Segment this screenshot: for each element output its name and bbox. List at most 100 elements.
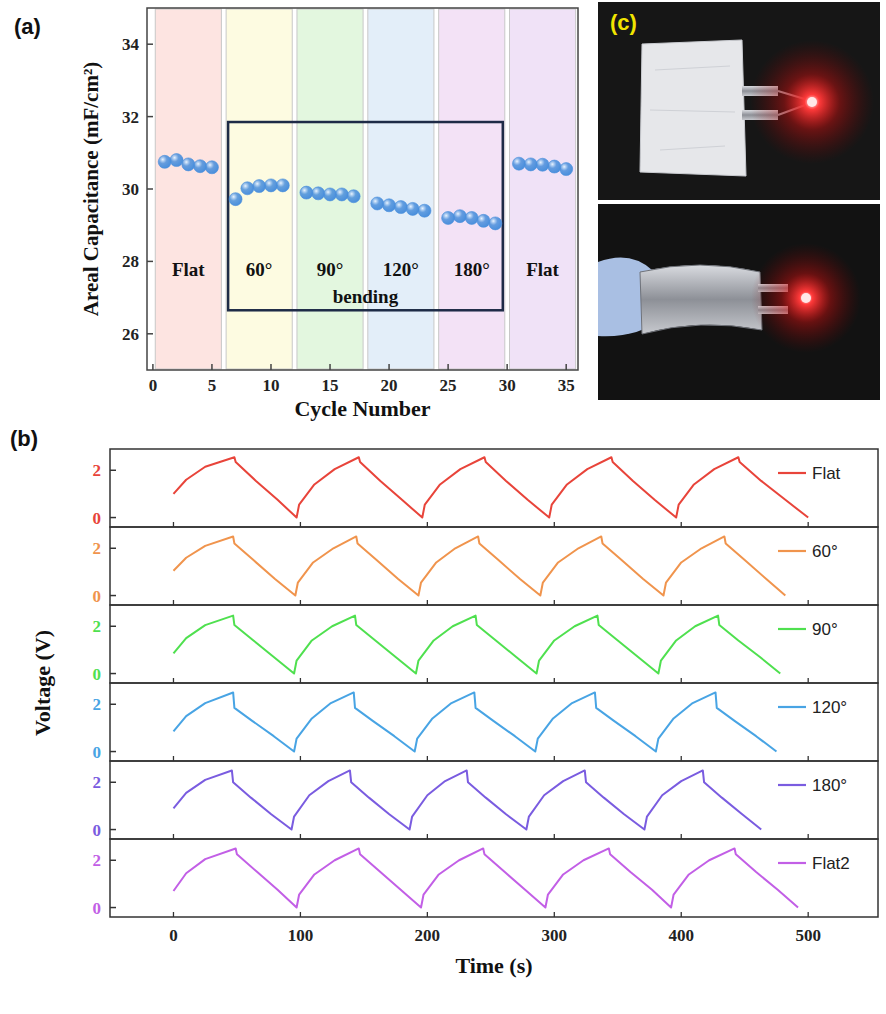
line-group	[173, 616, 780, 674]
y-tick-label: 0	[93, 665, 102, 684]
y-tick-label: 26	[122, 325, 139, 344]
legend-swatch	[778, 550, 806, 552]
data-point	[276, 179, 289, 192]
y-tick	[147, 261, 153, 263]
y-tick-label: 2	[93, 851, 102, 870]
condition-label: Flat	[526, 259, 559, 280]
y-tick	[110, 829, 116, 831]
y-tick-label: 34	[122, 35, 140, 54]
x-tick	[173, 912, 174, 917]
y-tick	[110, 704, 116, 706]
data-point	[312, 187, 325, 200]
annotation: bending	[333, 286, 399, 307]
data-point	[264, 179, 277, 192]
panel-letter: (a)	[14, 14, 41, 39]
y-tick	[147, 116, 153, 118]
data-point	[158, 155, 171, 168]
y-tick	[147, 43, 153, 45]
subplot-frame	[110, 683, 878, 761]
y-tick	[110, 907, 116, 909]
x-tick-label: 400	[668, 926, 694, 945]
y-tick	[110, 751, 116, 753]
data-point	[512, 157, 525, 170]
y-tick-label: 30	[122, 180, 139, 199]
x-tick-label: 5	[208, 376, 217, 395]
data-point	[324, 188, 337, 201]
y-tick-label: 0	[93, 509, 102, 528]
y-tick	[110, 595, 116, 597]
y-tick-label: 2	[93, 695, 102, 714]
data-point	[182, 158, 195, 171]
data-point	[406, 202, 419, 215]
data-point	[371, 197, 384, 210]
panel-b: 02Flat0260°0290°02120°02180°02Flat201002…	[10, 426, 878, 978]
x-tick	[447, 364, 449, 370]
x-tick-label: 20	[381, 376, 398, 395]
x-tick-label: 100	[288, 926, 314, 945]
x-tick	[554, 912, 555, 917]
condition-band	[439, 9, 505, 369]
line-group	[173, 770, 761, 829]
condition-label: 120°	[383, 259, 419, 280]
data-point	[465, 211, 478, 224]
x-tick	[506, 364, 508, 370]
y-tick	[110, 548, 116, 550]
condition-band	[368, 9, 434, 369]
gcd-curve	[173, 457, 808, 517]
data-point	[418, 204, 431, 217]
y-axis-title: Voltage (V)	[30, 630, 55, 736]
x-tick-label: 500	[795, 926, 821, 945]
data-point	[442, 211, 455, 224]
x-tick	[681, 912, 682, 917]
y-tick	[110, 860, 116, 862]
condition-label: 60°	[246, 259, 273, 280]
panel-c: (c)	[598, 2, 880, 400]
data-point	[170, 154, 183, 167]
device-sheet	[640, 40, 746, 176]
data-point	[548, 160, 561, 173]
gcd-curve	[173, 848, 798, 907]
subplot-frame	[110, 605, 878, 683]
data-point	[560, 163, 573, 176]
panel-a: Flat60°90°120°180°Flatbending05101520253…	[14, 8, 578, 421]
x-tick	[388, 364, 390, 370]
gcd-curve	[173, 616, 780, 674]
line-group	[173, 848, 798, 907]
photo-background	[598, 2, 880, 200]
line-group	[173, 457, 808, 517]
led-glow	[750, 40, 874, 164]
data-point	[477, 214, 490, 227]
data-point	[300, 186, 313, 199]
sheet-wrinkle	[650, 66, 735, 150]
legend-label: 60°	[812, 542, 838, 561]
x-tick-label: 25	[440, 376, 457, 395]
data-point	[489, 217, 502, 230]
points	[158, 154, 572, 230]
legend-swatch	[778, 784, 806, 786]
condition-label: Flat	[172, 259, 205, 280]
y-tick-label: 32	[122, 108, 139, 127]
x-tick	[300, 912, 301, 917]
x-tick	[152, 364, 154, 370]
y-tick-label: 2	[93, 773, 102, 792]
x-axis-title: Cycle Number	[294, 396, 430, 421]
panel-letter: (c)	[610, 10, 637, 35]
x-tick-label: 300	[542, 926, 568, 945]
y-tick-label: 2	[93, 539, 102, 558]
y-tick	[110, 782, 116, 784]
x-tick-label: 30	[499, 376, 516, 395]
x-tick	[565, 364, 567, 370]
y-tick-label: 28	[122, 252, 139, 271]
data-point	[383, 199, 396, 212]
x-tick	[427, 912, 428, 917]
gcd-curve	[173, 770, 761, 829]
y-tick-label: 2	[93, 617, 102, 636]
legend-label: 90°	[812, 620, 838, 639]
x-tick-label: 35	[558, 376, 575, 395]
subplot-frame	[110, 449, 878, 527]
y-tick-label: 2	[93, 461, 102, 480]
condition-band	[155, 9, 221, 369]
x-tick-label: 200	[415, 926, 441, 945]
data-point	[194, 160, 207, 173]
y-tick	[147, 188, 153, 190]
